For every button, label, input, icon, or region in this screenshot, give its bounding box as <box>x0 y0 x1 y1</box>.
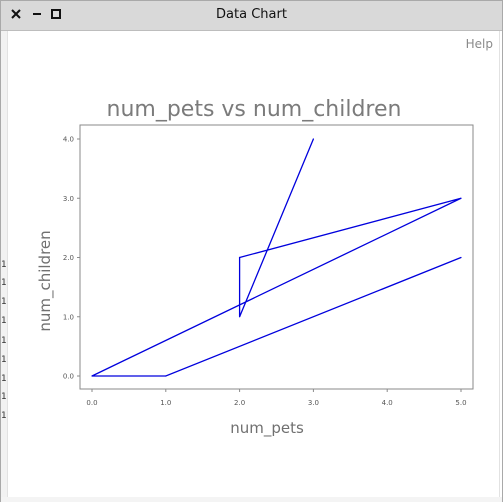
x-tick-label: 0.0 <box>86 399 97 407</box>
background-glyph: 1 <box>1 374 7 384</box>
series-line <box>91 138 462 377</box>
background-panel-edge <box>1 31 7 497</box>
window-bottom-edge <box>1 497 502 502</box>
close-icon <box>11 9 21 19</box>
x-tick-label: 5.0 <box>455 399 466 407</box>
data-point <box>460 256 462 259</box>
background-glyph: 1 <box>1 336 7 346</box>
data-point <box>91 375 93 377</box>
data-point <box>239 256 241 259</box>
plot-frame <box>79 124 474 390</box>
maximize-button[interactable] <box>50 8 62 20</box>
x-axis-label: num_pets <box>230 419 304 438</box>
close-button[interactable] <box>10 8 22 20</box>
background-glyph: 1 <box>1 278 7 288</box>
background-glyph: 1 <box>1 316 7 326</box>
chart-title: num_pets vs num_children <box>107 97 402 122</box>
title-bar[interactable]: Data Chart <box>1 1 502 31</box>
y-tick-label: 0.0 <box>63 373 74 381</box>
data-point <box>165 375 167 377</box>
minimize-icon <box>33 13 41 15</box>
minimize-button[interactable] <box>31 8 43 20</box>
background-glyph: 1 <box>1 392 7 402</box>
background-glyph: 1 <box>1 297 7 307</box>
x-tick-label: 1.0 <box>160 399 171 407</box>
y-tick-label: 1.0 <box>63 313 74 321</box>
background-glyph: 1 <box>1 355 7 365</box>
x-tick-label: 4.0 <box>382 399 393 407</box>
chart-content-area <box>7 31 500 497</box>
background-glyph: 1 <box>1 411 7 421</box>
x-tick-label: 3.0 <box>308 399 319 407</box>
y-axis-label: num_children <box>36 230 55 331</box>
y-tick-label: 4.0 <box>63 136 74 144</box>
maximize-icon <box>51 9 61 19</box>
background-glyph: 1 <box>1 260 7 270</box>
x-tick-label: 2.0 <box>234 399 245 407</box>
data-point <box>239 316 241 318</box>
y-tick-label: 3.0 <box>63 195 74 203</box>
window-title: Data Chart <box>216 7 287 22</box>
data-point <box>312 138 314 140</box>
data-point <box>460 197 462 199</box>
help-link[interactable]: Help <box>465 37 493 51</box>
y-tick-label: 2.0 <box>63 254 74 262</box>
